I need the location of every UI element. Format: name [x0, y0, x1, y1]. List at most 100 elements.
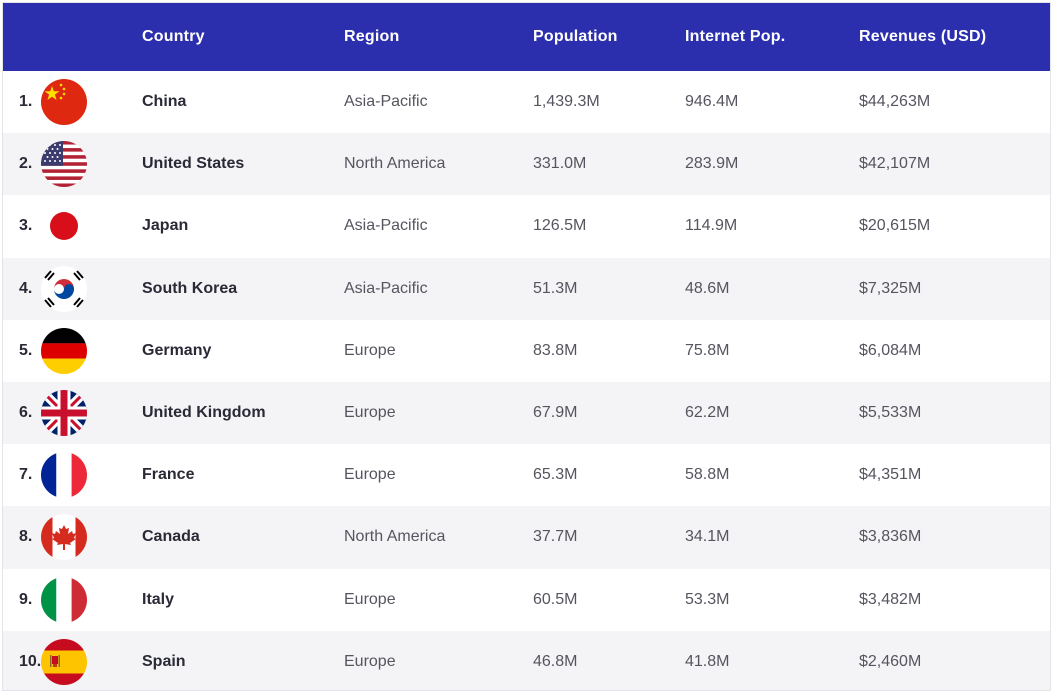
region-cell: North America: [344, 528, 446, 546]
flag-cell: [41, 320, 142, 382]
table-header-row: Country Region Population Internet Pop. …: [3, 3, 1050, 71]
population-cell: 126.5M: [533, 217, 587, 235]
region-cell: Europe: [344, 341, 396, 359]
country-cell: United Kingdom: [142, 404, 266, 422]
flag-cell: [41, 258, 142, 320]
internet-pop-cell: 62.2M: [685, 404, 730, 422]
country-cell: France: [142, 466, 195, 484]
country-cell: United States: [142, 155, 245, 173]
population-cell: 60.5M: [533, 590, 578, 608]
revenue-cell: $6,084M: [859, 341, 922, 359]
internet-pop-cell: 283.9M: [685, 155, 739, 173]
population-cell: 51.3M: [533, 279, 578, 297]
region-cell: Europe: [344, 466, 396, 484]
header-population: Population: [533, 28, 618, 45]
table-row: 2.: [3, 133, 1050, 196]
rank-cell: 9.: [19, 590, 33, 608]
population-cell: 67.9M: [533, 404, 578, 422]
rank-cell: 7.: [19, 466, 33, 484]
internet-pop-cell: 946.4M: [685, 93, 739, 111]
internet-pop-cell: 41.8M: [685, 652, 730, 670]
region-cell: Asia-Pacific: [344, 93, 428, 111]
internet-pop-cell: 75.8M: [685, 341, 730, 359]
rank-cell: 2.: [19, 155, 33, 173]
table-row: 1. China Asia-Pacific: [3, 71, 1050, 133]
header-country: Country: [142, 28, 205, 45]
flag-cell: [41, 195, 142, 257]
revenue-cell: $3,836M: [859, 528, 922, 546]
header-flag: [41, 3, 142, 71]
revenue-cell: $44,263M: [859, 93, 931, 111]
rank-cell: 6.: [19, 404, 33, 422]
country-cell: Canada: [142, 528, 200, 546]
table-row: 4.: [3, 257, 1050, 320]
rank-cell: 5.: [19, 341, 33, 359]
south-korea-flag-icon: [41, 265, 87, 312]
table-row: 10. Spain Eur: [3, 630, 1050, 690]
table-row: 3. Japan Asia-Pacific 126.5M 114.9M $20,…: [3, 195, 1050, 257]
flag-cell: [41, 444, 142, 506]
internet-pop-cell: 34.1M: [685, 528, 730, 546]
rank-cell: 4.: [19, 279, 33, 297]
united-states-flag-icon: [41, 141, 87, 188]
revenue-cell: $5,533M: [859, 404, 922, 422]
flag-cell: [41, 569, 142, 631]
france-flag-icon: [41, 452, 87, 499]
rank-cell: 1.: [19, 93, 33, 111]
rank-cell: 10.: [19, 652, 42, 670]
table-row: 6. United Kingdom Europe 67.9M: [3, 381, 1050, 445]
flag-cell: [41, 382, 142, 444]
revenue-cell: $4,351M: [859, 466, 922, 484]
table-row: 9. Italy Europe 60.5M 53.3M $3,482M: [3, 569, 1050, 631]
header-region: Region: [344, 28, 400, 45]
country-cell: Japan: [142, 217, 189, 235]
internet-pop-cell: 58.8M: [685, 466, 730, 484]
country-ranking-table: Country Region Population Internet Pop. …: [3, 3, 1050, 690]
internet-pop-cell: 114.9M: [685, 217, 738, 235]
germany-flag-icon: [41, 327, 87, 374]
flag-cell: [41, 133, 142, 195]
flag-cell: [41, 506, 142, 568]
canada-flag-icon: [41, 514, 87, 561]
population-cell: 1,439.3M: [533, 93, 600, 111]
header-revenues: Revenues (USD): [859, 28, 987, 45]
region-cell: Europe: [344, 590, 396, 608]
country-cell: Germany: [142, 341, 212, 359]
table-row: 5. Germany Europe 83.8M 75.8M $6,084M: [3, 320, 1050, 382]
flag-cell: [41, 631, 142, 690]
united-kingdom-flag-icon: [41, 390, 87, 437]
italy-flag-icon: [41, 576, 87, 623]
population-cell: 65.3M: [533, 466, 578, 484]
region-cell: North America: [344, 155, 446, 173]
rank-cell: 3.: [19, 217, 33, 235]
header-internet-pop: Internet Pop.: [685, 28, 786, 45]
country-cell: China: [142, 93, 187, 111]
table-row: 7. France Europe 65.3M 58.8M $4,351M: [3, 444, 1050, 506]
region-cell: Europe: [344, 652, 396, 670]
country-cell: Spain: [142, 652, 186, 670]
japan-flag-icon: [41, 203, 87, 250]
rank-cell: 8.: [19, 528, 33, 546]
population-cell: 83.8M: [533, 341, 578, 359]
revenue-cell: $7,325M: [859, 279, 922, 297]
spain-flag-icon: [41, 638, 87, 685]
internet-pop-cell: 53.3M: [685, 590, 730, 608]
revenue-cell: $42,107M: [859, 155, 931, 173]
table-row: 8. Canada North America 37.7M 34.1M: [3, 506, 1050, 569]
region-cell: Europe: [344, 404, 396, 422]
country-cell: South Korea: [142, 279, 238, 297]
population-cell: 46.8M: [533, 652, 578, 670]
country-cell: Italy: [142, 590, 175, 608]
population-cell: 37.7M: [533, 528, 578, 546]
flag-cell: [41, 71, 142, 133]
header-rank: [3, 3, 41, 71]
china-flag-icon: [41, 79, 87, 126]
population-cell: 331.0M: [533, 155, 587, 173]
revenue-cell: $20,615M: [859, 217, 931, 235]
region-cell: Asia-Pacific: [344, 217, 428, 235]
revenue-cell: $2,460M: [859, 652, 922, 670]
revenue-cell: $3,482M: [859, 590, 922, 608]
internet-pop-cell: 48.6M: [685, 279, 730, 297]
region-cell: Asia-Pacific: [344, 279, 428, 297]
